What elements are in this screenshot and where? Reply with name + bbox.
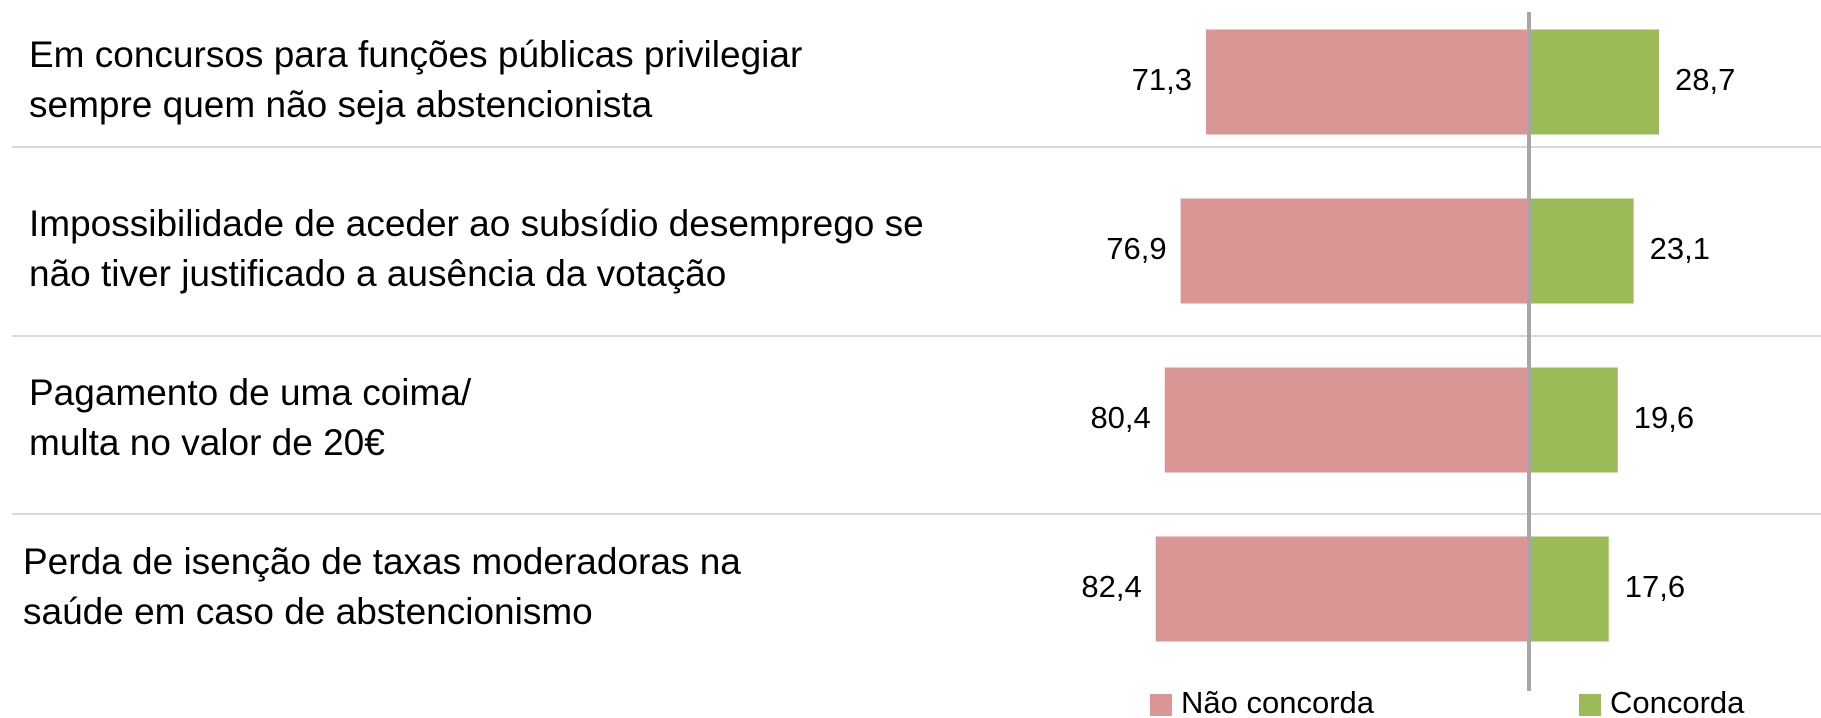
value-label: 28,7 [1675, 62, 1735, 97]
category-label-line: não tiver justificado a ausência da vota… [29, 253, 726, 294]
category-label-line: Em concursos para funções públicas privi… [29, 34, 802, 75]
bar [1529, 29, 1660, 135]
bar [1529, 536, 1609, 642]
category-label-line: Pagamento de uma coima/ [29, 372, 472, 413]
value-label: 82,4 [1081, 569, 1141, 604]
category-label-line: Impossibilidade de aceder ao subsídio de… [29, 203, 924, 244]
bar [1164, 367, 1529, 473]
category-label: Em concursos para funções públicas privi… [29, 34, 802, 125]
bar [1529, 198, 1634, 304]
category-label: Perda de isenção de taxas moderadoras na… [23, 541, 741, 632]
category-label: Pagamento de uma coima/multa no valor de… [29, 372, 472, 463]
value-label: 76,9 [1106, 231, 1166, 266]
category-label-line: sempre quem não seja abstencionista [29, 84, 653, 125]
category-label-line: Perda de isenção de taxas moderadoras na [23, 541, 741, 582]
bar [1155, 536, 1529, 642]
legend-swatch [1579, 694, 1601, 716]
category-label-line: multa no valor de 20€ [29, 422, 385, 463]
value-label: 80,4 [1090, 400, 1150, 435]
value-label: 19,6 [1634, 400, 1694, 435]
legend-label: Concorda [1610, 685, 1745, 718]
category-label: Impossibilidade de aceder ao subsídio de… [29, 203, 924, 294]
value-label: 17,6 [1625, 569, 1685, 604]
legend-label: Não concorda [1181, 685, 1375, 718]
bar [1529, 367, 1618, 473]
category-label-line: saúde em caso de abstencionismo [23, 591, 593, 632]
value-label: 23,1 [1650, 231, 1710, 266]
legend-swatch [1150, 694, 1172, 716]
bar [1206, 29, 1529, 135]
bar [1180, 198, 1529, 304]
value-label: 71,3 [1132, 62, 1192, 97]
